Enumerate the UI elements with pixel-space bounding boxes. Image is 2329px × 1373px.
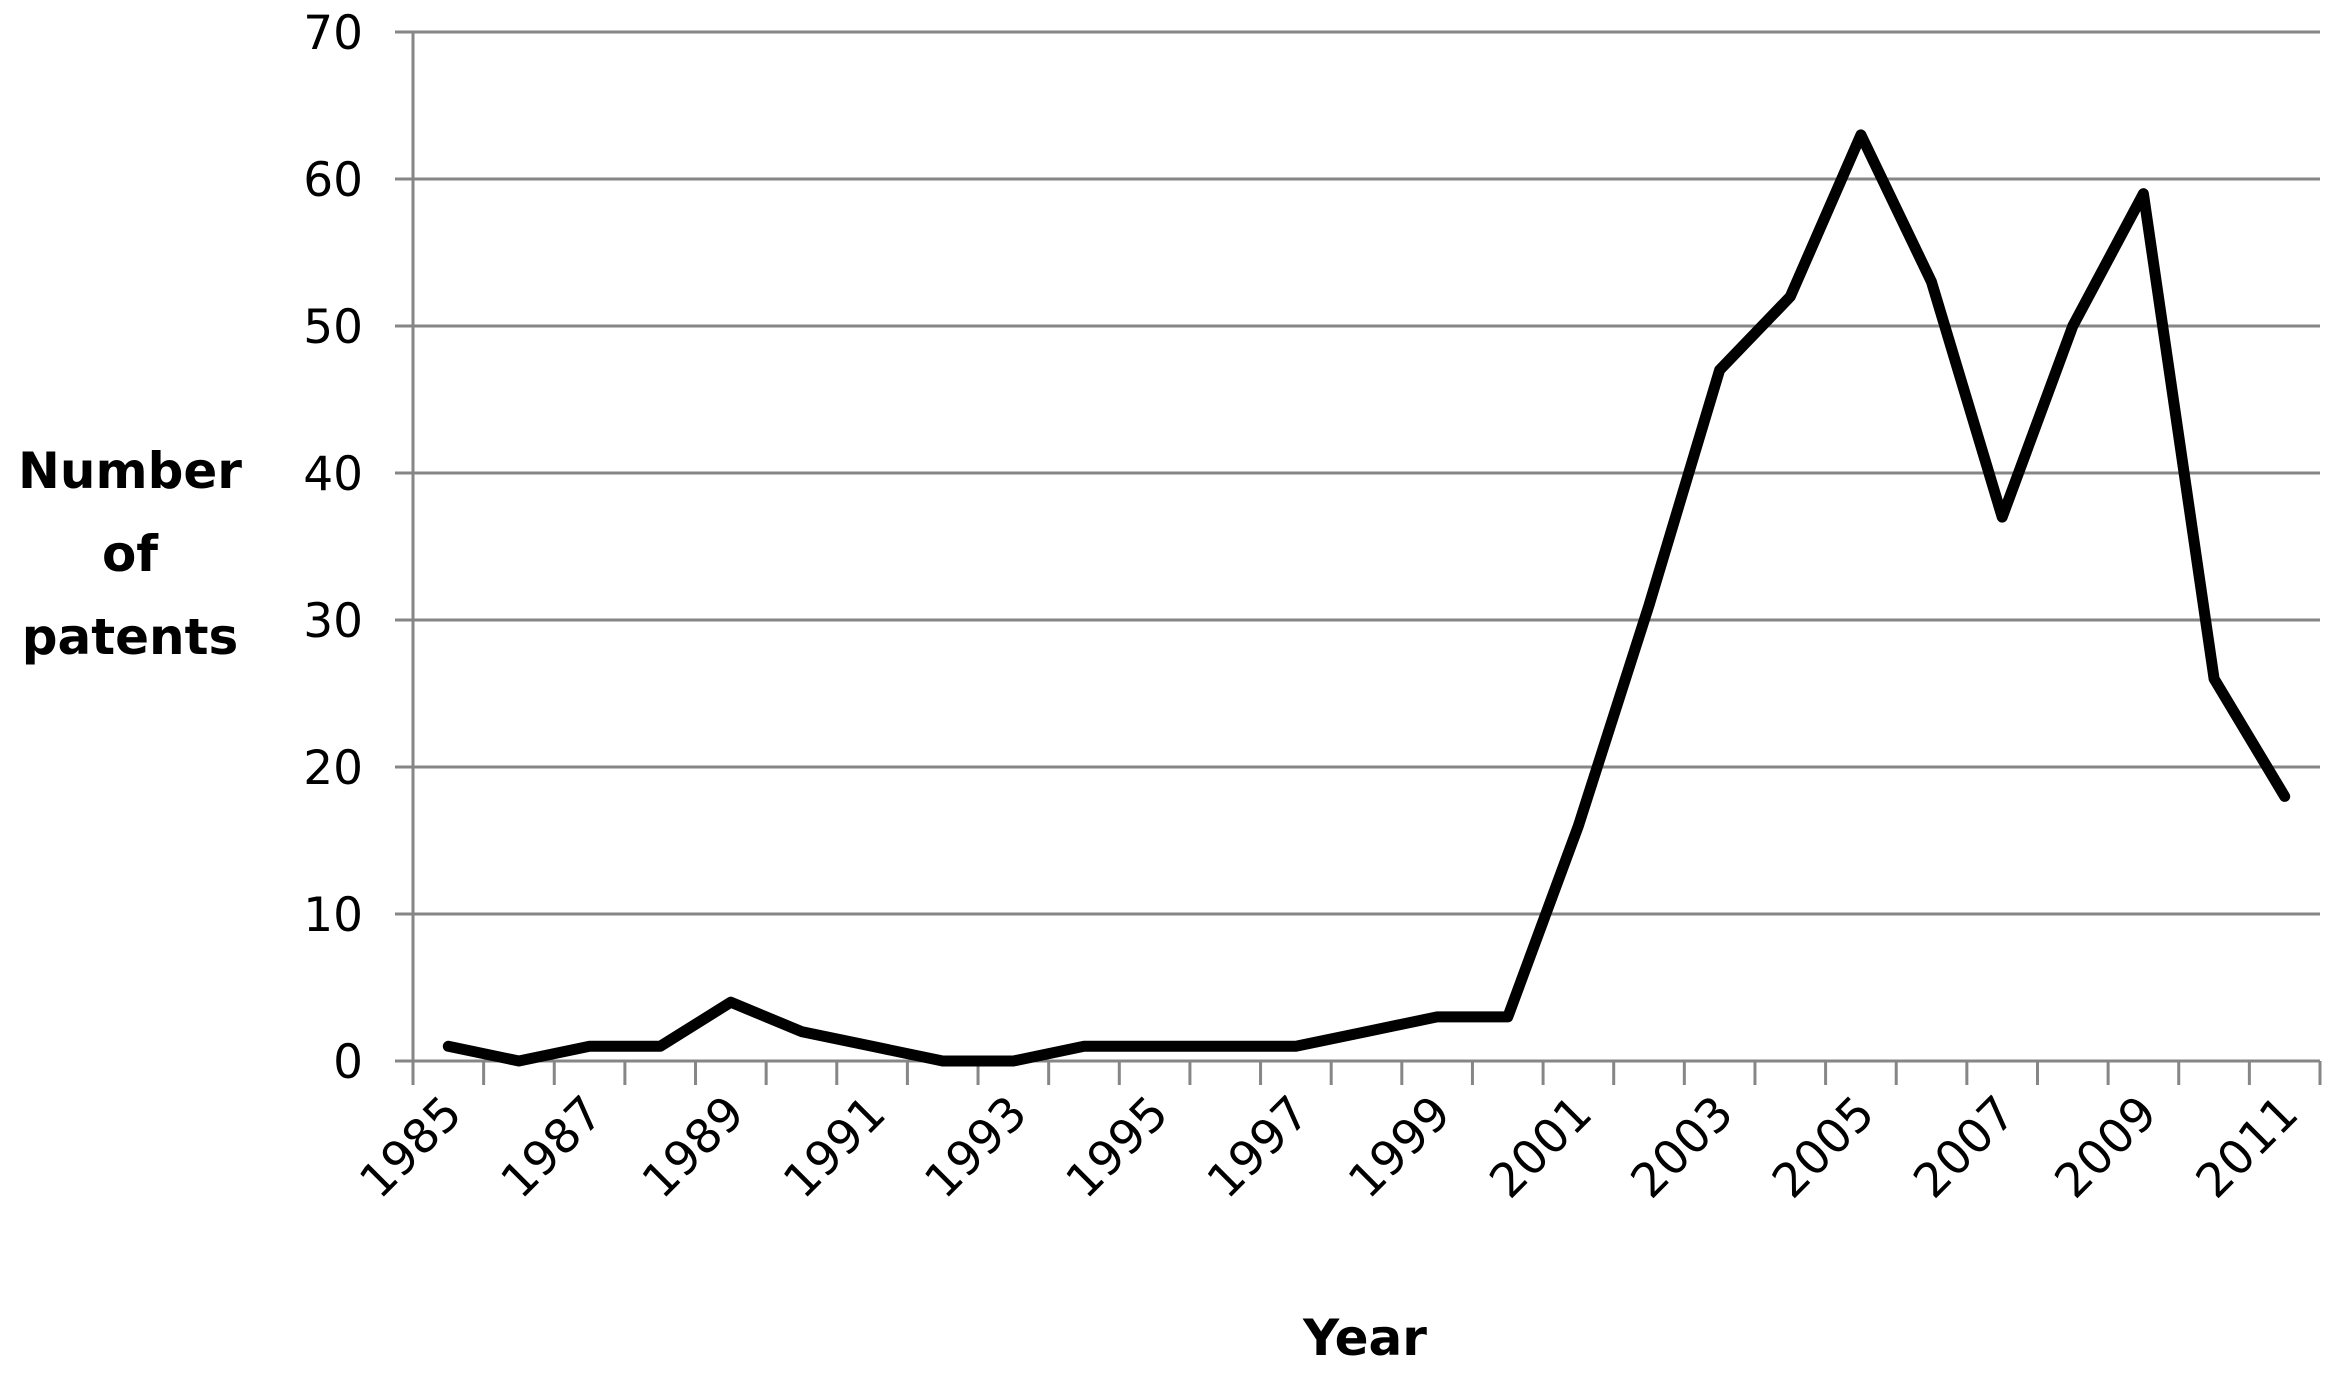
x-tick-label-1989: 1989 <box>632 1086 755 1209</box>
data-point-1987 <box>587 1044 592 1049</box>
x-tick-label-1987: 1987 <box>491 1086 614 1209</box>
data-point-1986 <box>516 1059 521 1063</box>
data-point-2006 <box>1929 279 1934 284</box>
y-tick-label-60: 60 <box>303 153 363 208</box>
data-point-1997 <box>1293 1044 1298 1049</box>
y-tick-label-30: 30 <box>303 594 363 649</box>
y-tick-label-40: 40 <box>303 447 363 502</box>
y-tick-label-70: 70 <box>303 6 363 61</box>
data-point-2004 <box>1788 294 1793 299</box>
data-point-1985 <box>446 1044 451 1049</box>
y-tick-label-20: 20 <box>303 741 363 796</box>
data-point-2002 <box>1647 603 1652 608</box>
y-tick-label-50: 50 <box>303 300 363 355</box>
data-point-1993 <box>1011 1059 1016 1063</box>
x-tick-labels: 1985 1987 1989 1991 1993 1995 1997 1999 2001 2003… <box>349 1086 2309 1209</box>
data-point-2000 <box>1505 1014 1510 1019</box>
y-axis-title-line-3: patents <box>22 608 239 666</box>
data-point-2005 <box>1858 132 1863 137</box>
y-axis-title: Number of patents <box>18 442 242 666</box>
x-tick-label-1995: 1995 <box>1056 1086 1179 1209</box>
y-tick-labels: 0 10 20 30 40 50 60 70 <box>303 6 363 1090</box>
axes <box>395 30 2322 1085</box>
data-point-1994 <box>1081 1044 1086 1049</box>
x-tick-label-2003: 2003 <box>1621 1086 1744 1209</box>
y-tick-label-10: 10 <box>303 888 363 943</box>
data-point-2007 <box>2000 515 2005 520</box>
x-tick-label-2005: 2005 <box>1762 1086 1885 1209</box>
data-point-1991 <box>870 1044 875 1049</box>
y-tick-label-0: 0 <box>333 1035 363 1090</box>
x-tick-label-2001: 2001 <box>1479 1086 1602 1209</box>
data-point-2010 <box>2212 676 2217 681</box>
data-point-1989 <box>728 1000 733 1005</box>
x-tick-label-2011: 2011 <box>2186 1086 2309 1209</box>
data-point-1998 <box>1364 1029 1369 1034</box>
x-tick-label-1985: 1985 <box>349 1086 472 1209</box>
data-point-1990 <box>799 1029 804 1034</box>
x-tick-label-1993: 1993 <box>914 1086 1037 1209</box>
x-tick-label-2009: 2009 <box>2044 1086 2167 1209</box>
x-axis-title: Year <box>1302 1309 1427 1367</box>
data-point-1995 <box>1152 1044 1157 1049</box>
x-tick-label-2007: 2007 <box>1903 1086 2026 1209</box>
x-tick-label-1991: 1991 <box>773 1086 896 1209</box>
series-layer <box>442 129 2291 1067</box>
data-point-2009 <box>2141 191 2146 196</box>
data-point-1988 <box>658 1044 663 1049</box>
data-point-2011 <box>2282 794 2287 799</box>
x-tick-label-1999: 1999 <box>1338 1086 1461 1209</box>
data-point-1996 <box>1223 1044 1228 1049</box>
y-axis-title-line-2: of <box>102 525 159 583</box>
y-axis-title-line-1: Number <box>18 442 242 500</box>
gridlines <box>413 30 2320 916</box>
data-point-1999 <box>1435 1014 1440 1019</box>
series-line-0 <box>442 129 2291 1067</box>
data-point-2003 <box>1717 368 1722 373</box>
data-point-2008 <box>2070 324 2075 328</box>
data-point-1992 <box>940 1059 945 1063</box>
data-point-2001 <box>1576 823 1581 828</box>
x-tick-label-1997: 1997 <box>1197 1086 1320 1209</box>
